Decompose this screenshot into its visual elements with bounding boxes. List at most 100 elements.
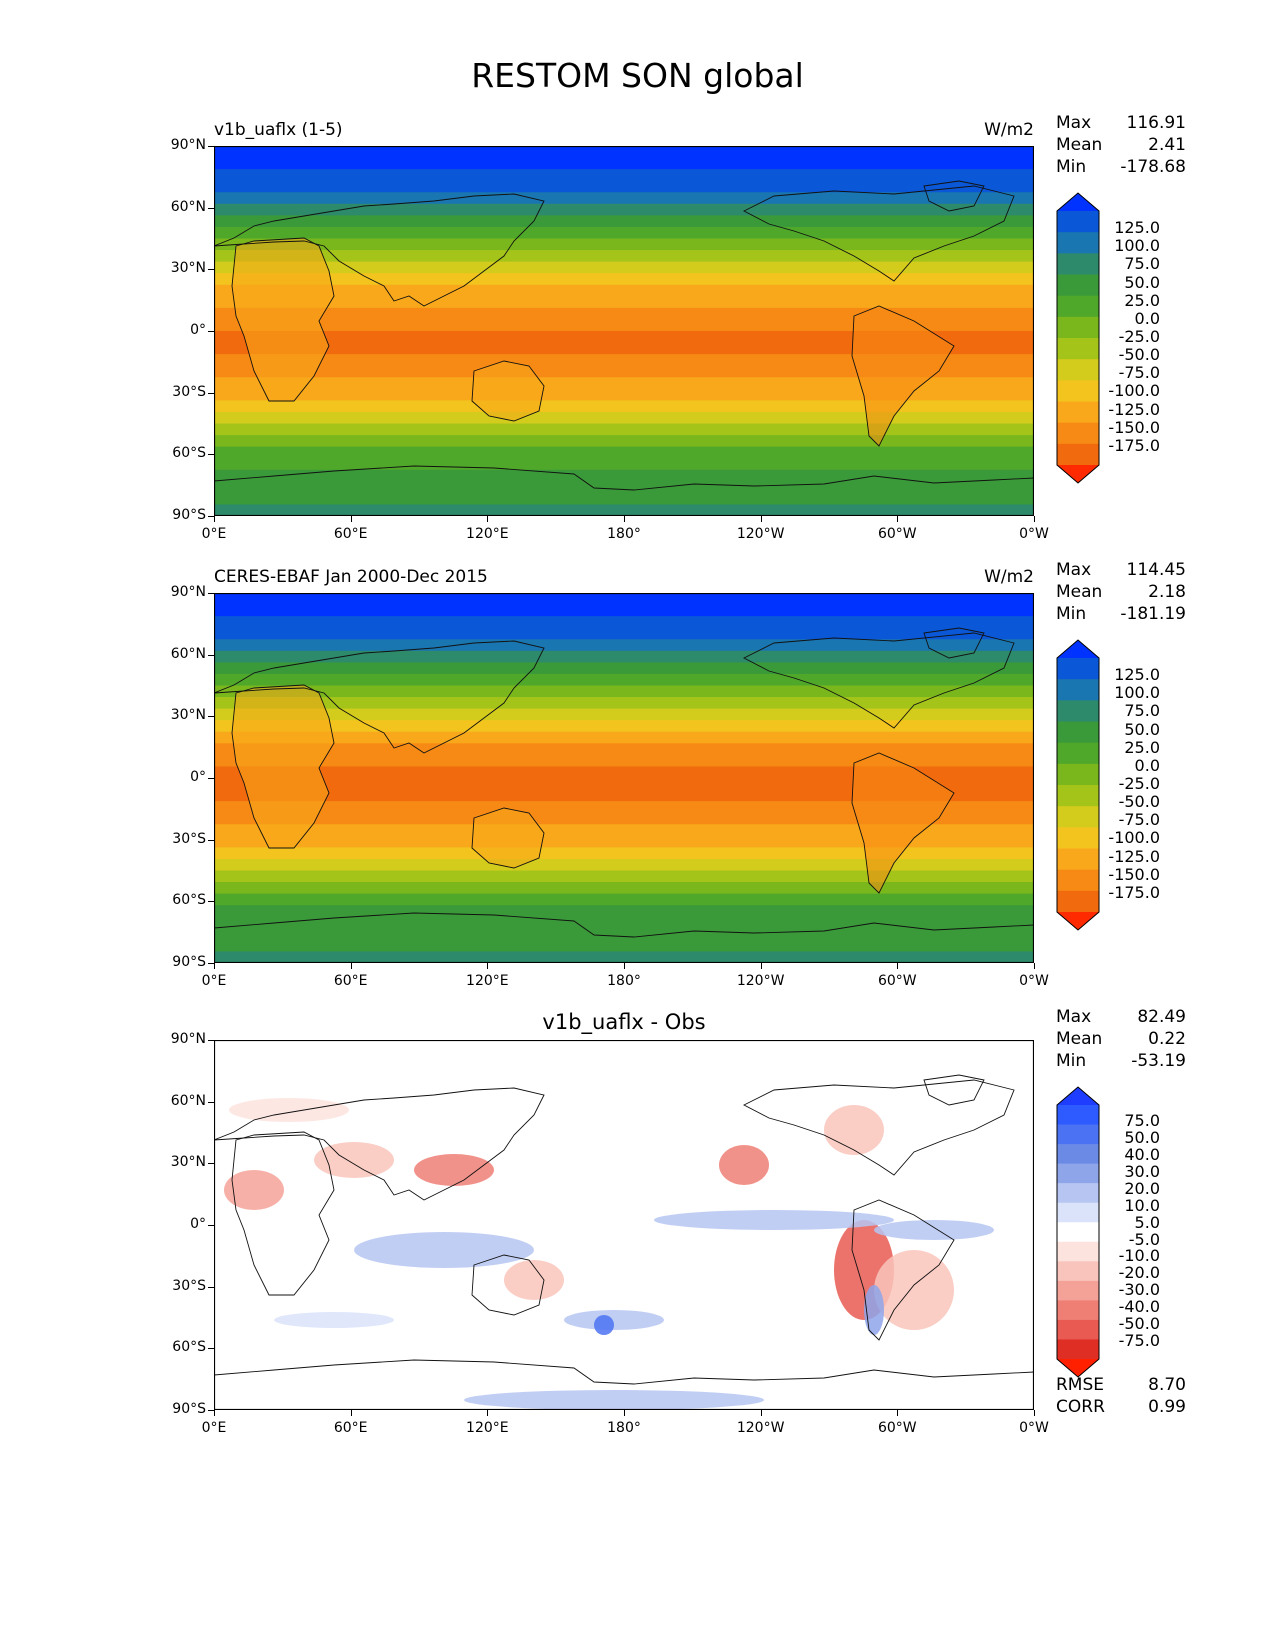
colorbar-tick-label: 75.0 (1124, 701, 1160, 721)
colorbar-tick-label: -50.0 (1118, 345, 1160, 365)
y-tick-mark (208, 1040, 214, 1041)
anomaly-blob (354, 1232, 534, 1268)
y-tick-label: 90°S (172, 507, 206, 523)
y-tick-mark (208, 454, 214, 456)
y-tick-label: 60°S (172, 892, 206, 909)
lat-band (214, 882, 1034, 895)
plot-frame (214, 146, 1034, 516)
plot-frame (214, 593, 1034, 963)
colorbar-tick-label: 125.0 (1114, 218, 1160, 238)
lat-band (214, 226, 1034, 240)
colorbar-tick-label: -75.0 (1118, 1331, 1160, 1351)
lat-band (214, 411, 1034, 425)
lat-band (214, 423, 1034, 436)
x-tick-label: 180° (607, 1420, 641, 1436)
lat-band (214, 377, 1034, 390)
map-panel-2: CERES-EBAF Jan 2000-Dec 2015 W/m2 Max 114.4… (0, 560, 1275, 1037)
panel-units: W/m2 (984, 120, 1034, 140)
x-tick-mark (214, 1410, 215, 1416)
x-tick-label: 0°W (1019, 526, 1049, 542)
lat-band (214, 400, 1034, 413)
coastline (471, 360, 545, 422)
anomaly-blob (874, 1250, 954, 1330)
coastline (923, 627, 985, 659)
x-tick-label: 0°E (201, 973, 227, 989)
lat-band (214, 812, 1034, 825)
lat-band (214, 673, 1034, 687)
y-tick-label: 30°S (172, 830, 206, 847)
colorbar-tick-label: -30.0 (1118, 1280, 1160, 1300)
colorbar-tick-label: 40.0 (1124, 1144, 1160, 1164)
y-tick-mark (208, 1225, 214, 1226)
x-tick-mark (897, 516, 899, 522)
map-panel-1: v1b_uaflx (1-5) W/m2 Max 116.91 Mean 2.41 Min -… (0, 113, 1275, 590)
land-shading (852, 306, 954, 446)
colorbar-tick-label: 10.0 (1124, 1195, 1160, 1215)
coastline (851, 1199, 955, 1341)
colorbar-tick-label: -75.0 (1118, 810, 1160, 830)
y-tick-mark (208, 269, 214, 271)
y-tick-label: 30°N (170, 1154, 206, 1171)
x-tick-mark (214, 516, 215, 522)
x-tick-mark (487, 963, 489, 969)
y-tick-mark (208, 1163, 214, 1165)
x-tick-mark (760, 1410, 762, 1416)
x-tick-mark (760, 516, 762, 522)
colorbar-tick-label: -150.0 (1108, 417, 1160, 437)
x-tick-label: 60°E (333, 1420, 368, 1436)
y-tick-label: 30°S (172, 1277, 206, 1294)
coastline (923, 1074, 985, 1106)
colorbar-tick-label: 125.0 (1114, 665, 1160, 685)
y-tick-mark (208, 207, 214, 209)
colorbar-tick-label: 20.0 (1124, 1178, 1160, 1198)
coastline (743, 185, 1015, 282)
x-tick-mark (760, 963, 762, 969)
x-tick-label: 120°E (466, 1420, 509, 1436)
x-tick-label: 60°W (877, 1420, 917, 1436)
lat-band (214, 157, 1034, 170)
x-tick-mark (1034, 516, 1035, 522)
x-tick-label: 0°E (201, 526, 227, 542)
lat-band (214, 708, 1034, 721)
x-tick-mark (214, 963, 215, 969)
colorbar-tick-label: 25.0 (1124, 737, 1160, 757)
lat-band (214, 273, 1034, 286)
lat-band (214, 354, 1034, 367)
lat-band (214, 319, 1034, 332)
panel-units: W/m2 (984, 567, 1034, 587)
panel-title-left: v1b_uaflx (1-5) (214, 120, 343, 140)
x-tick-mark (624, 1410, 625, 1416)
colorbar-tick-label: 50.0 (1124, 719, 1160, 739)
x-tick-label: 0°E (201, 1420, 227, 1436)
y-tick-mark (208, 146, 214, 147)
coastline (214, 1087, 545, 1201)
lat-band (214, 731, 1034, 744)
x-tick-mark (487, 516, 489, 522)
panel-title-left: CERES-EBAF Jan 2000-Dec 2015 (214, 567, 488, 587)
colorbar-tick-label: 50.0 (1124, 1127, 1160, 1147)
panel-title-center: v1b_uaflx - Obs (542, 1010, 706, 1034)
land-shading (232, 238, 334, 401)
y-tick-mark (208, 654, 214, 656)
lat-band (214, 916, 1034, 929)
lat-band (214, 307, 1034, 321)
y-tick-mark (208, 1410, 214, 1411)
lat-band (214, 492, 1034, 506)
x-tick-mark (350, 963, 352, 969)
coastline (743, 632, 1015, 729)
anomaly-blob (464, 1390, 764, 1410)
lat-band (214, 604, 1034, 617)
lat-band (214, 697, 1034, 710)
lat-band (214, 203, 1034, 216)
y-tick-label: 30°S (172, 383, 206, 400)
anomaly-blob (229, 1098, 349, 1122)
x-tick-label: 180° (607, 973, 641, 989)
y-tick-mark (208, 331, 214, 332)
lat-band (214, 238, 1034, 251)
colorbar-tick-label: -150.0 (1108, 864, 1160, 884)
lat-band (214, 146, 1034, 159)
colorbar-labels: 75.0 50.0 40.0 30.0 20.0 10.0 5.0 -5.0 -10.0 -20.… (1096, 1086, 1160, 1376)
lat-band (214, 169, 1034, 182)
lat-band (214, 835, 1034, 848)
lat-band (214, 720, 1034, 733)
